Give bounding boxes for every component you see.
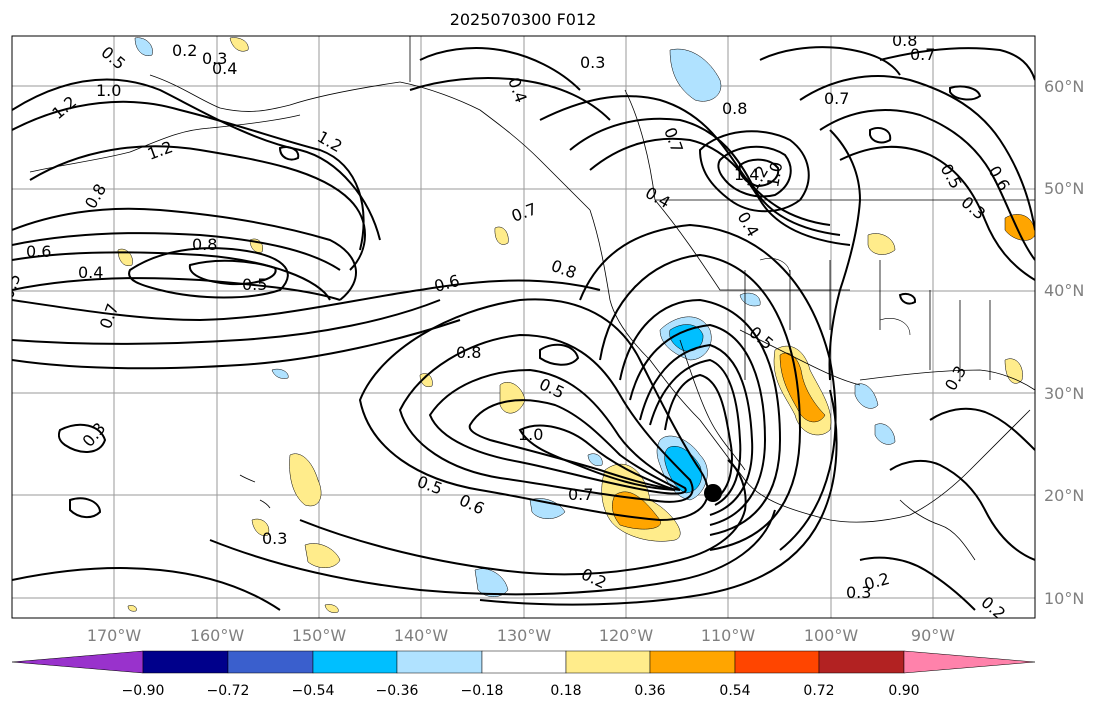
- contour-label: 1.4: [734, 165, 759, 184]
- shaded-patches: [117, 37, 1035, 613]
- lat-label: 30°N: [1044, 384, 1085, 403]
- lon-label: 160°W: [189, 626, 245, 645]
- colorbar-segment: [565, 650, 651, 674]
- patch-pos: [304, 543, 341, 568]
- contours: [12, 46, 1035, 611]
- lat-label: 50°N: [1044, 179, 1085, 198]
- patch-pos: [494, 226, 509, 245]
- colorbar-tick-label: 0.18: [550, 683, 582, 699]
- coastlines: [29, 36, 1035, 561]
- lat-label: 20°N: [1044, 486, 1085, 505]
- colorbar-segment: [818, 650, 905, 674]
- colorbar-segment: [396, 650, 483, 674]
- patch-neg: [854, 383, 879, 409]
- contour-label: 0.8: [722, 99, 747, 118]
- patch-pos: [867, 233, 896, 255]
- contour-label: 0.3: [202, 49, 227, 68]
- colorbar-tick-label: −0.18: [460, 683, 504, 699]
- colorbar: [11, 650, 1036, 674]
- colorbar-tick-label: −0.90: [121, 683, 165, 699]
- gridlines: [12, 36, 1035, 618]
- colorbar-tick-label: −0.36: [375, 683, 419, 699]
- lat-label: 10°N: [1044, 589, 1085, 608]
- colorbar-segment: [227, 650, 314, 674]
- lat-label: 60°N: [1044, 77, 1085, 96]
- map-title: 2025070300 F012: [449, 10, 597, 29]
- patch-pos: [779, 352, 826, 423]
- colorbar-extend-high: [903, 650, 1036, 674]
- contour-label: 0.5: [242, 275, 267, 294]
- contour-label: 1.0: [763, 160, 786, 188]
- contour-label: 0.6: [26, 242, 51, 261]
- patch-pos: [251, 518, 270, 536]
- contour-label: 0.2: [172, 41, 197, 60]
- contour-label: 1.0: [96, 81, 121, 100]
- contour-label: 0.4: [212, 59, 237, 78]
- contour-label: 0.7: [824, 89, 849, 108]
- contour-label: 0.8: [192, 235, 217, 254]
- contour-label: 0.7: [910, 45, 935, 64]
- patch-neg: [874, 423, 896, 445]
- patch-neg: [271, 368, 289, 379]
- colorbar-tick-label: 0.54: [719, 683, 751, 699]
- colorbar-tick-label: −0.72: [206, 683, 250, 699]
- lon-label: 170°W: [86, 626, 142, 645]
- colorbar-extend-low: [11, 650, 144, 674]
- patch-pos: [289, 453, 322, 507]
- contour-label: 0.3: [846, 583, 871, 602]
- lon-label: 90°W: [910, 626, 956, 645]
- contour-label: 0.8: [456, 343, 481, 362]
- colorbar-tick-label: 0.72: [803, 683, 835, 699]
- colorbar-tick-label: 0.36: [634, 683, 666, 699]
- colorbar-segment: [142, 650, 229, 674]
- lon-label: 150°W: [291, 626, 347, 645]
- colorbar-segment: [734, 650, 820, 674]
- colorbar-tick-label: 0.90: [888, 683, 920, 699]
- contour-label: 0.3: [580, 53, 605, 72]
- patch-neg: [134, 37, 153, 56]
- map-panel: 0.5 0.2 0.3 0.4 1.0 1.2 1.2 1.2 0.8 0.6 …: [12, 31, 1035, 618]
- colorbar-tick-label: −0.54: [291, 683, 335, 699]
- patch-pos: [229, 37, 249, 52]
- patch-neg: [669, 48, 722, 102]
- colorbar-segment: [481, 650, 567, 674]
- patch-pos: [127, 605, 137, 612]
- patch-neg: [587, 453, 603, 466]
- lon-label: 120°W: [598, 626, 654, 645]
- contour-label: 0.8: [892, 31, 917, 50]
- thin-contours: [759, 258, 911, 336]
- colorbar-segment: [649, 650, 736, 674]
- lat-label: 40°N: [1044, 281, 1085, 300]
- lon-label: 110°W: [700, 626, 756, 645]
- contour-label: 1.0: [518, 425, 543, 444]
- lon-label: 100°W: [803, 626, 859, 645]
- lon-label: 130°W: [496, 626, 552, 645]
- storm-center-marker: [704, 484, 722, 502]
- patch-pos: [324, 604, 339, 613]
- colorbar-segment: [312, 650, 398, 674]
- contour-label: 0.3: [262, 529, 287, 548]
- contour-label: 0.7: [568, 485, 593, 504]
- contour-label: 0.4: [78, 263, 103, 282]
- lon-label: 140°W: [393, 626, 449, 645]
- map-frame: [11, 35, 1036, 619]
